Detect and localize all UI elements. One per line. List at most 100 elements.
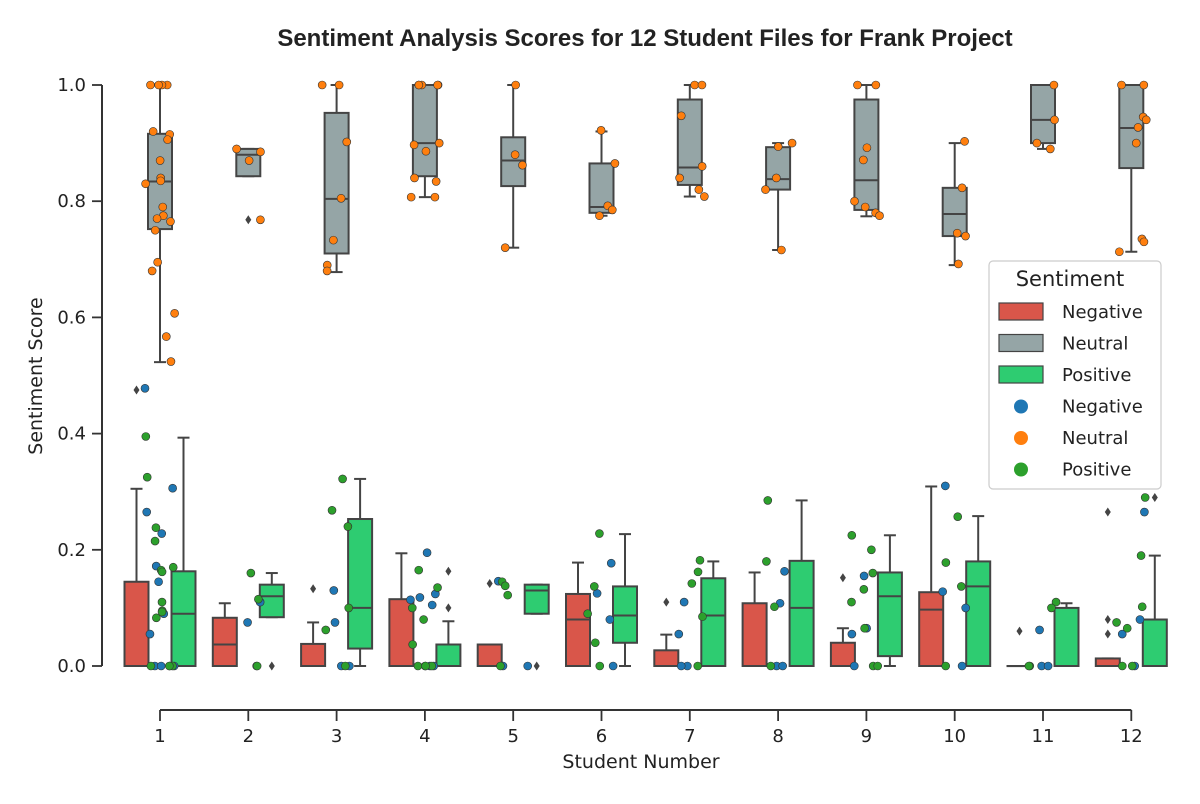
point-positive [415,566,423,574]
outlier-positive [445,567,451,576]
point-neutral [762,186,770,194]
point-positive [147,662,155,670]
point-neutral [431,193,439,201]
point-negative [423,549,431,557]
point-neutral [415,81,423,89]
y-tick-label: 0.8 [57,191,86,212]
point-neutral [698,81,706,89]
point-neutral [953,229,961,237]
chart-title: Sentiment Analysis Scores for 12 Student… [277,25,1012,52]
x-tick-label: 12 [1120,726,1143,747]
x-axis-label: Student Number [562,751,719,773]
point-neutral [676,174,684,182]
point-negative [524,662,532,670]
point-negative [1140,508,1148,516]
point-negative [606,616,614,624]
point-negative [1136,616,1144,624]
point-positive [596,662,604,670]
point-positive [942,559,950,567]
point-positive [496,662,504,670]
point-positive [1138,603,1146,611]
point-positive [874,662,882,670]
point-positive [869,569,877,577]
point-positive [770,603,778,611]
point-positive [1141,494,1149,502]
point-negative [779,662,787,670]
point-neutral [157,177,165,185]
box-neutral [766,147,790,189]
point-neutral [1134,123,1142,131]
point-positive [688,579,696,587]
outlier-negative [134,386,140,395]
point-positive [584,610,592,618]
point-neutral [335,81,343,89]
point-negative [169,484,177,492]
point-neutral [1033,139,1041,147]
point-neutral [1115,248,1123,256]
point-neutral [142,180,150,188]
point-negative [143,508,151,516]
point-negative [155,578,163,586]
x-tick-label: 9 [861,726,872,747]
point-negative [244,618,252,626]
point-positive [848,531,856,539]
point-positive [158,598,166,606]
x-tick-label: 1 [154,726,165,747]
point-positive [861,624,869,632]
point-neutral [148,267,156,275]
point-negative [146,630,154,638]
box-positive [348,519,372,649]
point-neutral [434,81,442,89]
point-neutral [153,215,161,223]
point-neutral [256,148,264,156]
legend: Sentiment NegativeNeutralPositiveNegativ… [989,261,1161,489]
x-tick-label: 4 [419,726,430,747]
point-neutral [329,236,337,244]
point-neutral [256,216,264,224]
point-negative [958,662,966,670]
box-negative [301,644,325,666]
x-tick-label: 2 [243,726,254,747]
point-positive [434,584,442,592]
box-negative [654,650,678,666]
x-tick-label: 5 [507,726,518,747]
point-neutral [432,177,440,185]
point-positive [957,582,965,590]
point-neutral [608,206,616,214]
point-negative [406,596,414,604]
point-negative [939,588,947,596]
point-neutral [1050,81,1058,89]
point-positive [696,556,704,564]
outlier-negative [1017,627,1023,636]
point-neutral [159,203,167,211]
point-neutral [154,258,162,266]
point-neutral [861,203,869,211]
point-positive [590,582,598,590]
point-positive [1113,618,1121,626]
box-negative [831,643,855,666]
point-negative [680,598,688,606]
point-neutral [1132,139,1140,147]
point-neutral [435,139,443,147]
point-positive [414,662,422,670]
point-neutral [323,267,331,275]
point-neutral [1051,116,1059,124]
point-negative [330,586,338,594]
outlier-negative [487,579,493,588]
box-neutral [854,100,878,210]
point-neutral [1046,145,1054,153]
point-positive [1047,604,1055,612]
point-negative [781,567,789,575]
box-neutral [413,85,437,176]
legend-swatch-point-positive [1014,463,1028,477]
point-negative [609,662,617,670]
x-tick-label: 8 [772,726,783,747]
point-neutral [512,81,520,89]
outlier-positive [445,603,451,612]
legend-swatch-box-negative [999,303,1043,320]
legend-swatch-point-neutral [1014,431,1028,445]
point-positive [694,662,702,670]
point-neutral [1140,238,1148,246]
y-tick-label: 0.0 [57,656,86,677]
